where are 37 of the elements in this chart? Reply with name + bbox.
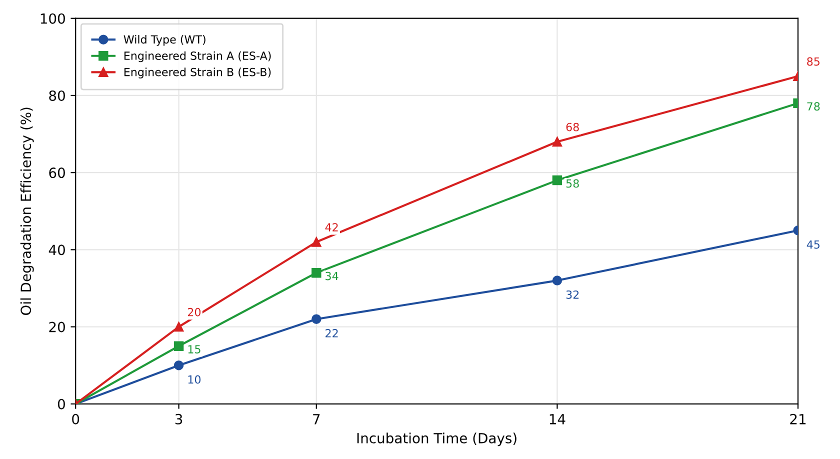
- y-axis-title: Oil Degradation Efficiency (%): [20, 108, 34, 315]
- point: [552, 136, 562, 147]
- x-tick-label: 0: [72, 414, 80, 424]
- data-label: 20: [188, 308, 201, 316]
- data-label: 78: [807, 102, 820, 111]
- point: [552, 175, 562, 186]
- y-tick-label: 100: [40, 13, 65, 24]
- legend-label: Engineered Strain A (ES-A): [124, 51, 271, 62]
- data-label: 85: [807, 57, 820, 66]
- data-label: 34: [326, 272, 338, 280]
- data-label: 15: [188, 345, 200, 354]
- x-tick-label: 14: [550, 414, 566, 424]
- y-tick-label: 20: [49, 322, 65, 332]
- legend-label: Engineered Strain B (ES-B): [124, 68, 271, 78]
- data-label: 32: [566, 290, 579, 299]
- data-label: 68: [566, 122, 579, 132]
- x-tick-label: 3: [175, 414, 182, 424]
- point: [312, 237, 322, 247]
- data-label: 42: [325, 223, 338, 232]
- x-axis-title: Incubation Time (Days): [357, 432, 516, 446]
- data-label: 22: [326, 329, 338, 338]
- point: [174, 360, 184, 370]
- legend-label: Wild Type (WT): [124, 35, 206, 46]
- y-tick-label: 40: [48, 244, 65, 256]
- data-label: 58: [566, 179, 579, 188]
- y-tick-label: 60: [49, 168, 65, 178]
- x-tick-label: 21: [790, 414, 806, 424]
- data-label: 10: [188, 375, 201, 384]
- point: [312, 268, 322, 278]
- point: [174, 341, 184, 351]
- y-tick-label: 0: [58, 398, 65, 410]
- data-label: 45: [806, 240, 820, 249]
- point: [552, 276, 562, 286]
- y-tick-label: 80: [49, 90, 65, 101]
- point: [312, 314, 322, 324]
- x-tick-label: 7: [313, 414, 320, 424]
- point: [174, 322, 184, 332]
